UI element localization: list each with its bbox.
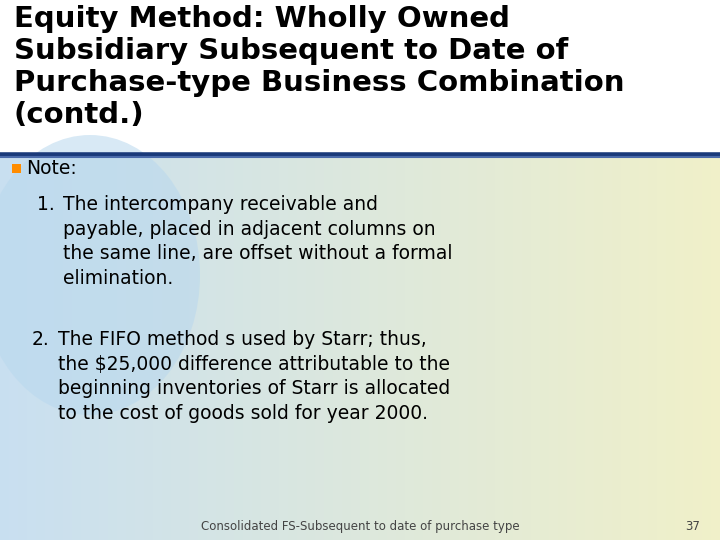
Bar — [180, 155, 190, 540]
Bar — [387, 155, 397, 540]
Bar — [81, 155, 91, 540]
Text: 2.: 2. — [32, 330, 50, 349]
Bar — [378, 155, 388, 540]
Bar — [153, 155, 163, 540]
Bar — [162, 155, 172, 540]
Text: Equity Method: Wholly Owned
Subsidiary Subsequent to Date of
Purchase-type Busin: Equity Method: Wholly Owned Subsidiary S… — [14, 5, 624, 129]
Bar — [594, 155, 604, 540]
Bar — [36, 155, 46, 540]
Bar — [306, 155, 316, 540]
Text: The FIFO method s used by Starr; thus,
the $25,000 difference attributable to th: The FIFO method s used by Starr; thus, t… — [58, 330, 450, 423]
Bar — [108, 155, 118, 540]
Bar — [243, 155, 253, 540]
Bar — [648, 155, 658, 540]
Bar — [333, 155, 343, 540]
Bar — [666, 155, 676, 540]
Bar — [477, 155, 487, 540]
Bar — [423, 155, 433, 540]
Bar — [135, 155, 145, 540]
Bar — [405, 155, 415, 540]
Bar — [396, 155, 406, 540]
Text: 37: 37 — [685, 520, 700, 533]
Text: Note:: Note: — [26, 159, 77, 178]
Bar — [0, 0, 720, 155]
Bar — [234, 155, 244, 540]
Bar — [414, 155, 424, 540]
Bar — [639, 155, 649, 540]
Bar — [585, 155, 595, 540]
Bar — [261, 155, 271, 540]
Bar — [432, 155, 442, 540]
Bar — [99, 155, 109, 540]
Text: 1.: 1. — [37, 195, 55, 214]
Bar — [270, 155, 280, 540]
Bar — [657, 155, 667, 540]
Bar — [324, 155, 334, 540]
Bar — [567, 155, 577, 540]
Bar — [198, 155, 208, 540]
Bar — [72, 155, 82, 540]
Bar — [117, 155, 127, 540]
Bar — [288, 155, 298, 540]
Bar — [90, 155, 100, 540]
Bar — [297, 155, 307, 540]
Bar — [504, 155, 514, 540]
Bar — [450, 155, 460, 540]
Bar — [252, 155, 262, 540]
Bar — [27, 155, 37, 540]
Bar — [576, 155, 586, 540]
Bar — [45, 155, 55, 540]
Bar — [540, 155, 550, 540]
Bar — [702, 155, 712, 540]
Bar — [18, 155, 28, 540]
Bar — [711, 155, 720, 540]
Bar — [225, 155, 235, 540]
Bar — [612, 155, 622, 540]
Bar — [12, 164, 21, 172]
Bar — [360, 155, 370, 540]
Bar — [522, 155, 532, 540]
Bar — [279, 155, 289, 540]
Bar — [513, 155, 523, 540]
Bar — [315, 155, 325, 540]
Bar — [369, 155, 379, 540]
Bar — [171, 155, 181, 540]
Bar — [9, 155, 19, 540]
Ellipse shape — [0, 135, 200, 415]
Bar — [558, 155, 568, 540]
Bar — [207, 155, 217, 540]
Bar — [630, 155, 640, 540]
Bar — [441, 155, 451, 540]
Text: Consolidated FS-Subsequent to date of purchase type: Consolidated FS-Subsequent to date of pu… — [201, 520, 519, 533]
Bar — [54, 155, 64, 540]
Bar — [468, 155, 478, 540]
Bar — [63, 155, 73, 540]
Bar — [126, 155, 136, 540]
Bar — [693, 155, 703, 540]
Bar — [351, 155, 361, 540]
Bar — [549, 155, 559, 540]
Bar — [144, 155, 154, 540]
Bar — [675, 155, 685, 540]
Bar — [621, 155, 631, 540]
Bar — [495, 155, 505, 540]
Bar — [342, 155, 352, 540]
Bar — [216, 155, 226, 540]
Bar — [531, 155, 541, 540]
Bar — [189, 155, 199, 540]
Bar — [486, 155, 496, 540]
Bar — [0, 155, 10, 540]
Bar — [459, 155, 469, 540]
Bar — [603, 155, 613, 540]
Bar — [684, 155, 694, 540]
Text: The intercompany receivable and
payable, placed in adjacent columns on
the same : The intercompany receivable and payable,… — [63, 195, 452, 288]
